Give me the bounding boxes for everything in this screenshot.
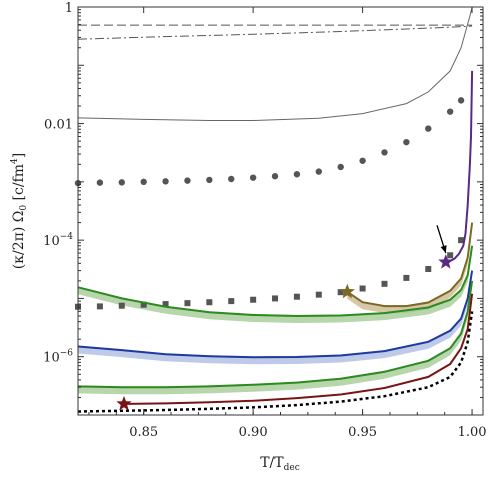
square-point-8 [250, 296, 257, 303]
series-line-10 [123, 293, 474, 405]
series-band-7 [78, 244, 473, 323]
square-point-4 [162, 301, 169, 308]
x-axis-label: T/Tdec [260, 455, 300, 473]
plot-band-layer [78, 221, 473, 395]
x-tick-label: 1.00 [458, 425, 487, 440]
square-point-7 [228, 298, 235, 305]
square-point-11 [315, 291, 322, 298]
square-point-18 [458, 237, 465, 244]
square-point-5 [184, 300, 191, 307]
square-point-12 [337, 289, 344, 296]
x-tick-label: 0.85 [129, 425, 158, 440]
square-point-16 [425, 265, 432, 272]
y-tick-label: 10−6 [43, 349, 73, 366]
square-point-2 [118, 302, 125, 309]
y-tick-label: 10−4 [43, 232, 73, 249]
series-line-8 [77, 270, 474, 359]
series-band-8 [78, 269, 473, 365]
y-axis-label: (κ/2π) Ω0 [c/fm4] [10, 153, 29, 269]
square-point-3 [140, 301, 147, 308]
star-marker-1 [339, 283, 355, 299]
dot-point-15 [403, 138, 410, 146]
x-axis: 0.85 0.90 0.95 1.00 [88, 7, 487, 440]
y-axis: 1 0.01 10−4 10−6 [43, 1, 483, 416]
dot-point-4 [162, 178, 169, 185]
square-point-17 [447, 252, 454, 259]
square-point-15 [403, 274, 410, 281]
dot-point-12 [337, 163, 344, 171]
annotation-arrow-head [440, 245, 447, 254]
dot-point-2 [118, 179, 125, 186]
dot-point-11 [315, 168, 323, 175]
series-band-6 [347, 221, 473, 314]
star-marker-0 [438, 254, 454, 269]
square-point-10 [293, 293, 300, 300]
square-point-13 [359, 285, 366, 292]
series-line-7 [77, 245, 474, 318]
square-point-14 [381, 280, 388, 287]
dot-point-13 [359, 157, 366, 164]
square-point-1 [96, 303, 103, 310]
dot-point-7 [228, 175, 235, 183]
x-tick-label: 0.95 [348, 425, 377, 440]
star-marker-2 [116, 395, 132, 411]
series-line-9 [77, 280, 474, 389]
plot-marker-layer [116, 225, 454, 411]
square-point-9 [272, 295, 279, 302]
dot-point-17 [446, 108, 454, 115]
dot-point-9 [271, 173, 279, 180]
square-point-6 [206, 299, 213, 306]
series-line-6 [346, 222, 474, 308]
y-tick-label: 0.01 [44, 118, 73, 133]
dot-point-18 [457, 97, 465, 104]
dot-point-10 [293, 171, 301, 178]
dot-point-14 [381, 149, 388, 156]
series-line-2 [77, 6, 473, 121]
dot-point-6 [206, 176, 213, 184]
dot-point-3 [140, 178, 147, 186]
dot-point-5 [184, 177, 191, 184]
dot-point-16 [425, 125, 432, 132]
y-tick-label: 1 [65, 1, 73, 16]
dot-point-1 [96, 179, 104, 186]
x-tick-label: 0.90 [239, 425, 268, 440]
series-line-1 [77, 25, 473, 40]
dot-point-8 [249, 174, 257, 181]
